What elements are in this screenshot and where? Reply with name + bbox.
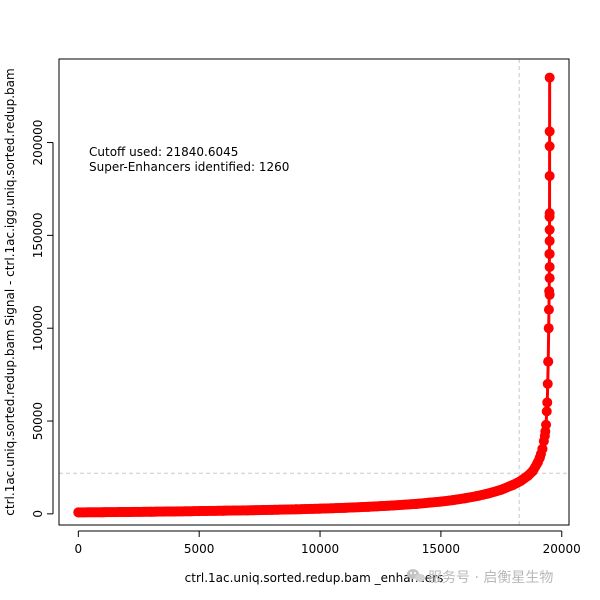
watermark-text: 服务号 · 启衡星生物 <box>428 570 553 586</box>
y-tick-label: 100000 <box>31 305 45 351</box>
data-point <box>539 430 550 441</box>
x-tick-label: 15000 <box>422 542 460 556</box>
data-point <box>447 495 458 506</box>
data-point <box>543 323 554 334</box>
data-point <box>242 505 253 516</box>
data-point <box>97 507 108 518</box>
outlier-point <box>544 170 555 181</box>
annotation-cutoff: Cutoff used: 21840.6045 <box>89 145 238 159</box>
outlier-point <box>544 248 555 259</box>
data-point <box>535 452 545 463</box>
data-point <box>544 72 555 83</box>
data-point <box>121 507 132 517</box>
axes: 0 5000 10000 15000 2000005000010000015000020… <box>31 120 581 556</box>
x-axis-title: ctrl.1ac.uniq.sorted.redup.bam _enhancer… <box>185 571 444 585</box>
data-point <box>266 504 277 515</box>
y-tick-label: 50000 <box>31 402 45 440</box>
x-tick-label: 10000 <box>301 542 339 556</box>
data-point <box>496 484 507 495</box>
plot-frame <box>58 58 570 526</box>
x-tick-label: 20000 <box>543 542 581 556</box>
data-point <box>515 476 526 486</box>
data-point <box>541 406 552 417</box>
data-point <box>484 488 495 499</box>
reference-lines <box>59 59 569 525</box>
outlier-point <box>544 235 555 246</box>
y-tick-label: 0 <box>31 510 45 518</box>
data-point <box>527 466 538 477</box>
outlier-point <box>544 261 555 272</box>
data-point <box>472 491 483 502</box>
outlier-point <box>544 273 555 284</box>
data-point <box>543 304 554 315</box>
outlier-point <box>544 141 555 152</box>
data-point <box>537 443 548 454</box>
data-point <box>363 501 374 512</box>
data-point <box>194 506 205 517</box>
outlier-point <box>544 126 555 137</box>
data-series <box>73 72 555 518</box>
data-point <box>170 506 181 517</box>
data-point <box>73 507 84 518</box>
data-point <box>339 502 350 513</box>
outlier-point <box>544 289 555 300</box>
y-tick-label: 150000 <box>31 212 45 258</box>
x-tick-label: 5000 <box>184 542 215 556</box>
outlier-point <box>544 224 555 235</box>
data-point <box>542 378 553 389</box>
data-point <box>435 496 446 507</box>
data-point <box>460 493 471 504</box>
outlier-point <box>544 208 555 219</box>
annotation-super-enhancers: Super-Enhancers identified: 1260 <box>89 160 289 174</box>
data-point <box>290 504 301 515</box>
data-point <box>145 506 156 517</box>
data-point <box>218 505 229 516</box>
data-point <box>411 498 422 509</box>
y-tick-label: 200000 <box>31 120 45 166</box>
y-axis-title: ctrl.1ac.uniq.sorted.redup.bam Signal - … <box>3 68 17 515</box>
data-point <box>387 500 398 511</box>
watermark: 服务号 · 启衡星生物 <box>407 569 553 586</box>
x-tick-label: 0 <box>75 542 83 556</box>
wechat-icon <box>407 569 425 582</box>
data-point <box>543 356 554 367</box>
data-point <box>541 419 552 430</box>
data-point <box>315 503 326 514</box>
data-point <box>542 397 553 408</box>
